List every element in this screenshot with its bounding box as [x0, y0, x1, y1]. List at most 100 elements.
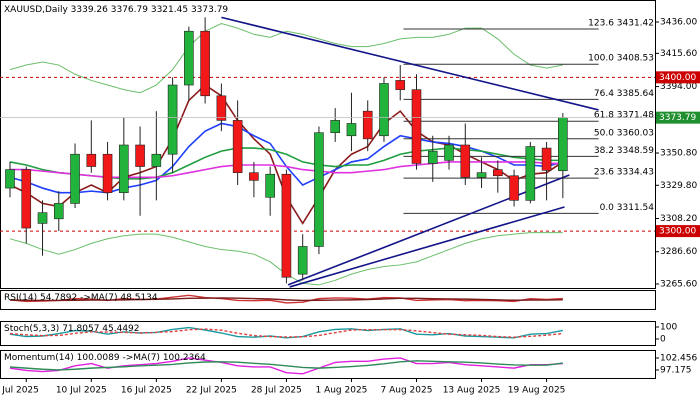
- candle-body: [102, 153, 113, 193]
- candle-body: [265, 173, 275, 198]
- trendline: [221, 16, 599, 111]
- candle-body: [37, 212, 48, 224]
- close-value: 3373.79: [191, 5, 228, 15]
- candle-body: [525, 146, 536, 201]
- candle-body: [135, 144, 145, 167]
- candle-body: [297, 246, 308, 275]
- level-label: 3300.00: [659, 227, 696, 237]
- indicator-value: 71.8057: [62, 324, 99, 334]
- fib-label: 123.6 3431.42: [588, 19, 654, 29]
- candle-body: [362, 110, 373, 140]
- fib-label: 50.0 3360.03: [594, 128, 654, 138]
- open-value: 3339.26: [71, 5, 108, 15]
- x-tick-label: 13 Aug 2025: [443, 386, 501, 396]
- candle-body: [184, 30, 194, 86]
- indicator-line: [9, 357, 563, 375]
- candle-body: [444, 144, 454, 161]
- main-panel: [0, 0, 656, 289]
- y-tick-label: 3265.60: [660, 280, 697, 290]
- indicator-header: Momentum(14) 100.0089 ->MA(7) 100.2364: [4, 353, 206, 363]
- fib-label: 23.6 3334.43: [594, 168, 654, 178]
- candle-body: [558, 117, 568, 172]
- x-tick-label: 16 Jul 2025: [121, 386, 172, 396]
- candle-body: [151, 153, 162, 167]
- level-label-box: [656, 225, 700, 238]
- x-tick-label: 22 Jul 2025: [186, 386, 237, 396]
- candle-body: [216, 95, 227, 121]
- candle-body: [379, 83, 389, 137]
- indicator-header: Stoch(5,3,3) 71.8057 45.4492: [4, 324, 140, 334]
- candle-body: [281, 173, 292, 278]
- indicator-ma-name: ->MA(7): [122, 353, 159, 363]
- x-tick-label: 7 Aug 2025: [381, 386, 433, 396]
- indicator-name: Stoch(5,3,3): [4, 324, 59, 334]
- candle-body: [232, 120, 243, 173]
- indicator-tick-label: 0: [660, 335, 666, 345]
- fib-label: 0.0 3311.54: [600, 203, 655, 213]
- x-tick-label: 1 Aug 2025: [315, 386, 367, 396]
- candle-body: [509, 175, 519, 201]
- candle-body: [427, 150, 438, 164]
- symbol: XAUUSD,Daily: [4, 5, 68, 15]
- high-value: 3376.79: [111, 5, 148, 15]
- indicator-header: RSI(14) 54.7892 ->MA(7) 48.5134: [4, 293, 158, 303]
- candle-body: [86, 153, 97, 167]
- fib-label: 100.0 3408.53: [588, 54, 654, 64]
- chart-header: XAUUSD,Daily 3339.26 3376.79 3321.45 337…: [4, 5, 228, 15]
- candle-body: [21, 169, 32, 229]
- y-tick-label: 3394.00: [660, 82, 697, 92]
- indicator-ma-value: 45.4492: [102, 324, 139, 334]
- y-tick-label: 3329.80: [660, 181, 697, 191]
- x-tick-label: 28 Jul 2025: [251, 386, 302, 396]
- candle-body: [541, 147, 552, 171]
- candle-body: [411, 89, 422, 164]
- indicator-ma-value: 100.2364: [163, 353, 206, 363]
- candle-body: [346, 123, 357, 137]
- moving-average-line: [9, 22, 563, 94]
- x-tick-label: 19 Aug 2025: [508, 386, 566, 396]
- candle-body: [249, 172, 259, 181]
- candle-body: [314, 132, 324, 247]
- indicator-line: [9, 326, 563, 339]
- candle-body: [5, 169, 15, 189]
- y-tick-label: 3286.60: [660, 247, 697, 257]
- level-label: 3400.00: [659, 73, 696, 83]
- indicator-panel: [0, 290, 656, 310]
- indicator-tick-label: 102.456: [660, 354, 697, 364]
- indicator-name: Momentum(14): [4, 353, 74, 363]
- indicator-panel: [0, 321, 656, 346]
- x-tick-label: 10 Jul 2025: [56, 386, 107, 396]
- y-tick-label: 3350.80: [660, 148, 697, 158]
- y-tick-label: 3308.20: [660, 214, 697, 224]
- indicator-line: [9, 328, 563, 338]
- x-tick-label: 4 Jul 2025: [0, 386, 39, 396]
- current-price-box: [656, 111, 700, 124]
- candle-body: [460, 144, 471, 178]
- trendline: [287, 174, 570, 286]
- indicator-value: 100.0089: [77, 353, 120, 363]
- candle-body: [70, 153, 80, 204]
- y-tick-label: 3436.00: [660, 17, 697, 27]
- low-value: 3321.45: [151, 5, 188, 15]
- trendline: [289, 206, 565, 288]
- candle-body: [476, 172, 487, 178]
- indicator-name: RSI(14): [4, 293, 37, 303]
- indicator-value: 54.7892: [40, 293, 77, 303]
- fib-label: 76.4 3385.64: [594, 89, 654, 99]
- indicator-panel: [0, 350, 656, 379]
- current-price-label: 3373.79: [659, 113, 696, 123]
- moving-average-line: [10, 161, 563, 179]
- candle-body: [200, 30, 210, 97]
- indicator-ma-name: ->MA(7): [80, 293, 117, 303]
- indicator-tick-label: 100: [660, 323, 677, 333]
- indicator-line: [9, 297, 563, 302]
- fib-label: 38.2 3348.59: [594, 146, 654, 156]
- candle-body: [167, 84, 178, 155]
- candle-body: [330, 120, 341, 133]
- indicator-tick-label: 97.175: [660, 365, 692, 375]
- level-label-box: [656, 71, 700, 84]
- candle-body: [492, 169, 503, 177]
- y-tick-label: 3415.60: [660, 49, 697, 59]
- candle-body: [53, 203, 64, 220]
